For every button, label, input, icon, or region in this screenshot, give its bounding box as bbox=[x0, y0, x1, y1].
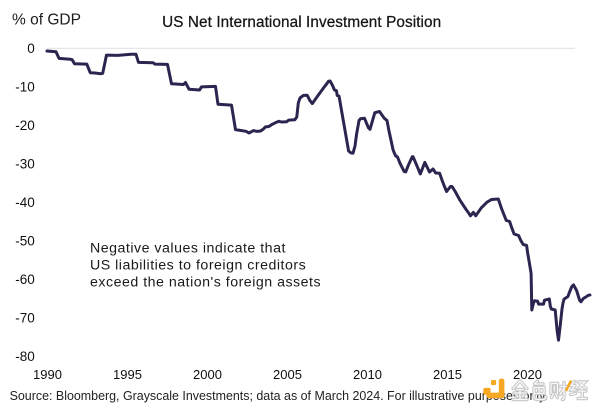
svg-text:exceed the nation's foreign as: exceed the nation's foreign assets bbox=[90, 275, 321, 291]
svg-text:-20: -20 bbox=[15, 118, 35, 133]
svg-text:1995: 1995 bbox=[113, 367, 142, 382]
svg-text:-50: -50 bbox=[15, 234, 35, 249]
svg-text:Negative values indicate that: Negative values indicate that bbox=[90, 241, 286, 257]
svg-text:-40: -40 bbox=[15, 195, 35, 210]
svg-text:-10: -10 bbox=[15, 80, 35, 95]
svg-text:-60: -60 bbox=[15, 272, 35, 287]
svg-text:2015: 2015 bbox=[433, 367, 462, 382]
svg-text:Source: Bloomberg, Grayscale I: Source: Bloomberg, Grayscale Investments… bbox=[10, 389, 548, 403]
svg-text:1990: 1990 bbox=[33, 367, 62, 382]
svg-text:0: 0 bbox=[27, 41, 35, 56]
svg-text:% of GDP: % of GDP bbox=[12, 11, 81, 28]
svg-text:-70: -70 bbox=[15, 311, 35, 326]
svg-text:-80: -80 bbox=[15, 349, 35, 364]
svg-text:-30: -30 bbox=[15, 157, 35, 172]
svg-text:2005: 2005 bbox=[273, 367, 302, 382]
svg-text:2020: 2020 bbox=[513, 367, 542, 382]
svg-text:2010: 2010 bbox=[353, 367, 382, 382]
svg-text:US Net International Investmen: US Net International Investment Position bbox=[162, 14, 441, 31]
svg-text:US liabilities to foreign cred: US liabilities to foreign creditors bbox=[90, 258, 306, 274]
svg-text:2000: 2000 bbox=[193, 367, 222, 382]
